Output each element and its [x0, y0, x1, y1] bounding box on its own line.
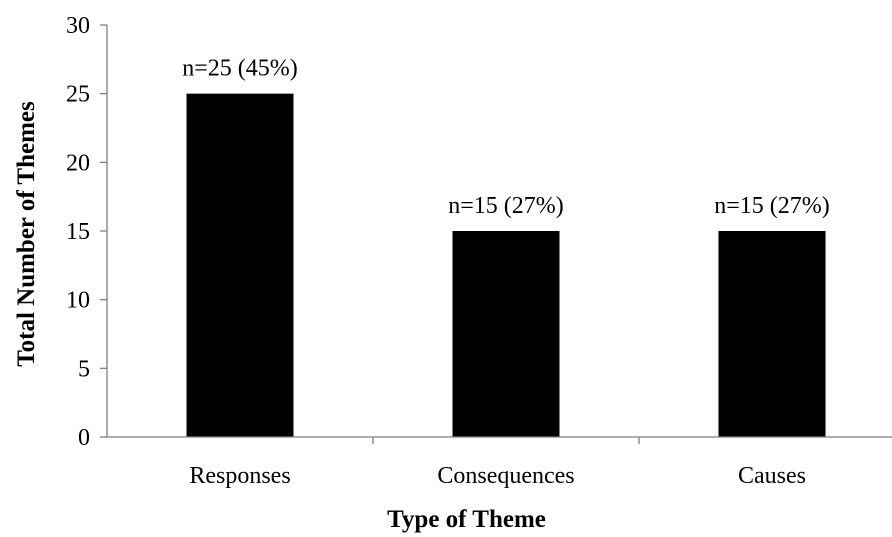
y-tick-label: 5 — [78, 356, 90, 382]
x-category-label: Causes — [738, 463, 806, 489]
y-axis-ticks: 0 5 10 15 20 25 30 — [66, 13, 107, 451]
y-tick-label: 15 — [66, 219, 90, 245]
y-tick-label: 0 — [78, 425, 90, 451]
x-axis-ticks: Responses Consequences Causes — [189, 437, 806, 489]
y-tick-label: 20 — [66, 150, 90, 176]
bar-data-label: n=15 (27%) — [714, 193, 830, 219]
bar-data-label: n=15 (27%) — [448, 193, 564, 219]
y-axis-title: Total Number of Themes — [13, 101, 40, 367]
y-tick-label: 30 — [66, 13, 90, 39]
bar — [718, 231, 826, 437]
bar-data-label: n=25 (45%) — [182, 56, 298, 82]
x-category-label: Consequences — [437, 463, 574, 489]
bars: n=25 (45%) n=15 (27%) n=15 (27%) — [182, 56, 830, 438]
bar — [452, 231, 560, 437]
y-tick-label: 10 — [66, 288, 90, 314]
y-tick-label: 25 — [66, 82, 90, 108]
bar — [186, 93, 294, 438]
x-category-label: Responses — [189, 463, 290, 489]
x-axis-title: Type of Theme — [387, 506, 546, 533]
